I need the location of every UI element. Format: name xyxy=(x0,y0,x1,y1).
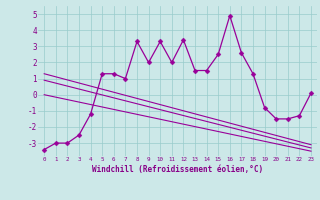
X-axis label: Windchill (Refroidissement éolien,°C): Windchill (Refroidissement éolien,°C) xyxy=(92,165,263,174)
